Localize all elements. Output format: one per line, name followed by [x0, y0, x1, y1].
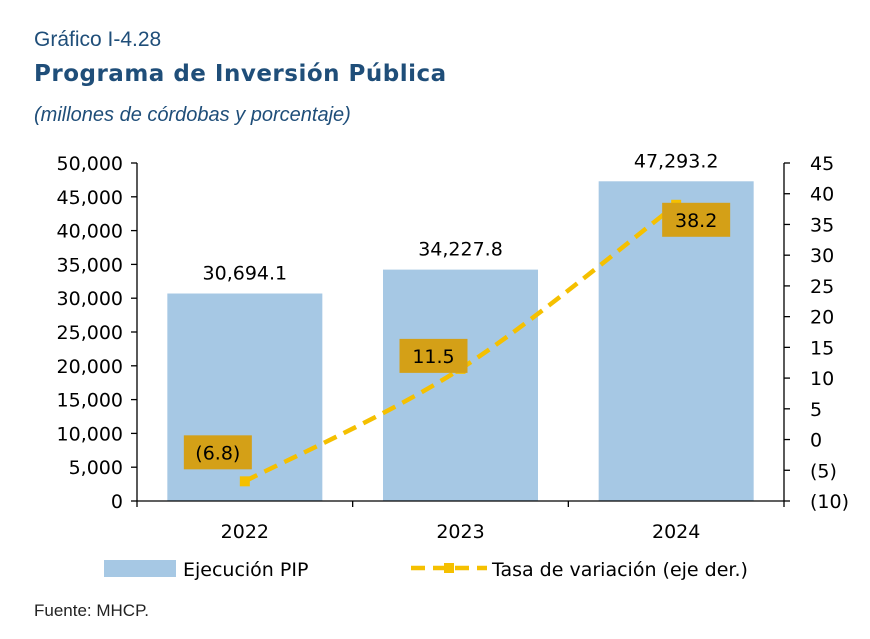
right-tick-label: 35 [810, 214, 834, 236]
right-tick-label: 10 [810, 368, 834, 390]
x-tick-label: 2024 [652, 521, 700, 543]
right-tick-label: 45 [810, 153, 834, 175]
left-tick-label: 15,000 [57, 390, 123, 412]
rate-label-box [183, 435, 252, 470]
rate-label-box [399, 338, 468, 373]
legend-label-line: Tasa de variación (eje der.) [491, 559, 748, 581]
right-tick-label: 0 [810, 430, 822, 452]
legend-swatch-bars [104, 560, 176, 577]
left-tick-label: 30,000 [57, 288, 123, 310]
x-tick-label: 2023 [436, 521, 484, 543]
legend-swatch-marker [444, 563, 454, 573]
chart-title: Programa de Inversión Pública [34, 61, 447, 87]
right-tick-label: (10) [810, 491, 849, 513]
left-tick-label: 40,000 [57, 221, 123, 243]
right-tick-label: 40 [810, 184, 834, 206]
right-tick-label: 20 [810, 307, 834, 329]
legend: Ejecución PIP Tasa de variación (eje der.… [104, 559, 748, 581]
source-note: Fuente: MHCP. [34, 601, 149, 620]
bar-value-label: 34,227.8 [418, 239, 503, 261]
right-tick-label: 25 [810, 276, 834, 298]
left-tick-label: 20,000 [57, 356, 123, 378]
left-tick-label: 45,000 [57, 187, 123, 209]
right-tick-label: (5) [810, 460, 837, 482]
axes-layer: 0 5,000 10,000 15,000 20,000 25,000 30,000 35,0… [57, 153, 850, 543]
right-tick-label: 30 [810, 245, 834, 267]
left-tick-label: 10,000 [57, 423, 123, 445]
rate-marker-2022 [239, 476, 250, 487]
bar-2023 [383, 269, 538, 501]
left-tick-label: 0 [111, 491, 123, 513]
chart-subtitle: (millones de córdobas y porcentaje) [34, 104, 351, 126]
bar-value-label: 47,293.2 [634, 150, 719, 172]
left-tick-label: 35,000 [57, 254, 123, 276]
x-tick-label: 2022 [221, 521, 269, 543]
left-tick-label: 50,000 [57, 153, 123, 175]
right-tick-label: 5 [810, 399, 822, 421]
left-tick-label: 5,000 [69, 457, 123, 479]
right-tick-label: 15 [810, 337, 834, 359]
legend-label-bars: Ejecución PIP [183, 559, 308, 581]
rate-label-box [662, 202, 731, 237]
figure-label: Gráfico I-4.28 [34, 28, 162, 51]
rate-value-label: (6.8) [195, 442, 240, 464]
bar-value-label: 30,694.1 [203, 263, 288, 285]
bar-2022 [167, 293, 323, 501]
rate-value-label: 38.2 [675, 210, 717, 232]
left-tick-label: 25,000 [57, 322, 123, 344]
labels-layer: 30,694.1 34,227.8 47,293.2 (6.8) 11.5 38.2 [183, 150, 731, 470]
rate-value-label: 11.5 [412, 346, 454, 368]
